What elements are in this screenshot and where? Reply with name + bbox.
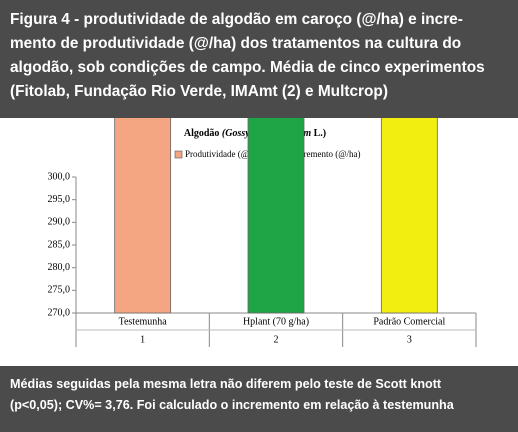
figure-note: Médias seguidas pela mesma letra não dif… <box>0 366 518 432</box>
y-tick-label: 300,0 <box>48 171 71 182</box>
bar-segment <box>114 118 172 314</box>
caption-line: algodão, sob condições de campo. Média d… <box>10 59 485 76</box>
y-tick-label: 270,0 <box>48 307 71 318</box>
x-tick-label: Hplant (70 g/ha) <box>243 316 309 327</box>
legend-label: Produtividade (@/ha) <box>185 149 263 159</box>
y-tick-label: 290,0 <box>48 217 71 228</box>
y-tick-label: 275,0 <box>48 285 71 296</box>
note-line: (p<0,05); CV%= 3,76. Foi calculado o inc… <box>10 398 454 412</box>
legend-swatch <box>174 150 183 159</box>
x-tick-label: Padrão Comercial <box>373 316 445 327</box>
bar-segment <box>247 118 305 314</box>
bar-segment <box>380 118 438 314</box>
y-tick-label: 295,0 <box>48 194 71 205</box>
legend-label: Incremento (@/ha) <box>292 149 361 159</box>
caption-line: (Fitolab, Fundação Rio Verde, IMAmt (2) … <box>10 83 388 100</box>
x-tick-number: 2 <box>274 334 279 345</box>
caption-line: mento de produtividade (@/ha) dos tratam… <box>10 35 462 52</box>
y-tick-label: 280,0 <box>48 262 71 273</box>
x-tick-number: 3 <box>407 334 412 345</box>
note-line: Médias seguidas pela mesma letra não dif… <box>10 377 442 391</box>
x-tick-number: 1 <box>140 334 145 345</box>
chart: Algodão (Gossypium hirsutum L.) Produtiv… <box>48 118 477 347</box>
x-tick-label: Testemunha <box>119 316 168 327</box>
figure-caption: Figura 4 - produtividade de algodão em c… <box>0 0 518 118</box>
caption-line: Figura 4 - produtividade de algodão em c… <box>10 11 463 28</box>
y-tick-label: 285,0 <box>48 239 71 250</box>
